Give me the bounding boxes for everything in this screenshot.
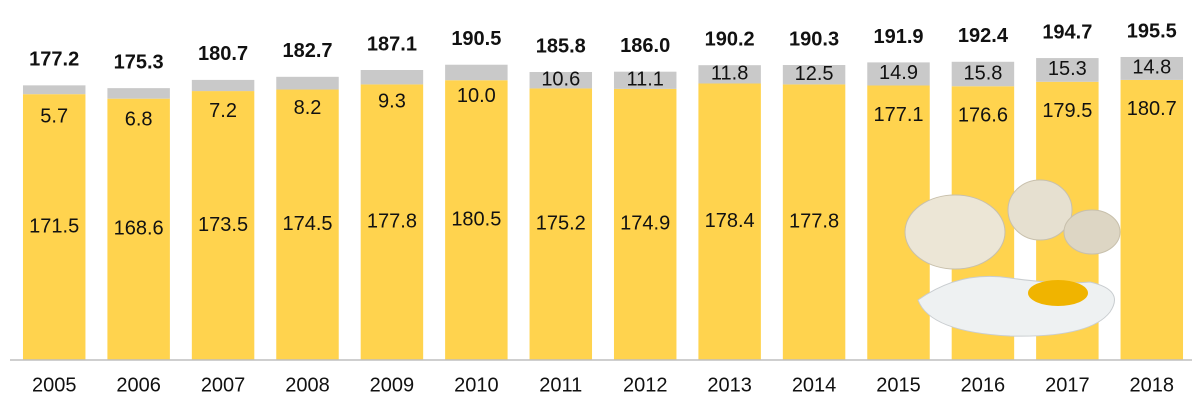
- value-label: 15.8: [963, 62, 1002, 84]
- value-label: 177.8: [367, 210, 417, 232]
- value-label: 12.5: [795, 63, 834, 85]
- chart: 171.5 5.7 177.2 2005 168.6 6.8 175.3 2006 173.5 7…: [0, 0, 1196, 401]
- value-label: 177.8: [789, 210, 839, 232]
- total-label: 190.2: [705, 28, 755, 50]
- total-label: 190.3: [789, 28, 839, 50]
- x-tick-label: 2018: [1130, 374, 1175, 396]
- value-label: 174.5: [282, 213, 332, 235]
- x-tick-label: 2010: [454, 374, 499, 396]
- value-label: 14.8: [1132, 57, 1171, 79]
- x-tick-label: 2009: [370, 374, 415, 396]
- value-label: 173.5: [198, 214, 248, 236]
- value-label: 168.6: [114, 218, 164, 240]
- bar-segment: [445, 65, 507, 81]
- value-label: 174.9: [620, 213, 670, 235]
- value-label: 171.5: [29, 215, 79, 237]
- egg-shell: [1064, 210, 1120, 254]
- value-label: 177.1: [873, 104, 923, 126]
- egg: [905, 195, 1005, 269]
- bar-segment: [192, 80, 254, 91]
- total-label: 190.5: [451, 28, 501, 50]
- total-label: 191.9: [873, 26, 923, 48]
- x-tick-label: 2015: [876, 374, 921, 396]
- total-label: 192.4: [958, 25, 1009, 47]
- bar-segment: [1121, 80, 1183, 360]
- x-tick-label: 2014: [792, 374, 837, 396]
- bar-segment: [107, 88, 169, 99]
- value-label: 179.5: [1042, 100, 1092, 122]
- x-tick-label: 2007: [201, 374, 246, 396]
- value-label: 9.3: [378, 90, 406, 112]
- total-label: 177.2: [29, 49, 79, 71]
- value-label: 10.0: [457, 85, 496, 107]
- fried-egg-white: [918, 276, 1115, 336]
- total-label: 182.7: [282, 40, 332, 62]
- x-tick-label: 2016: [961, 374, 1006, 396]
- x-tick-label: 2017: [1045, 374, 1090, 396]
- egg-shell: [1008, 180, 1072, 240]
- total-label: 195.5: [1127, 20, 1177, 42]
- total-label: 175.3: [114, 52, 164, 74]
- x-tick-label: 2006: [116, 374, 161, 396]
- bar-segment: [23, 85, 85, 94]
- x-tick-label: 2005: [32, 374, 77, 396]
- value-label: 176.6: [958, 105, 1008, 127]
- x-tick-label: 2008: [285, 374, 330, 396]
- value-label: 175.2: [536, 213, 586, 235]
- total-label: 187.1: [367, 33, 417, 55]
- value-label: 6.8: [125, 108, 153, 130]
- value-label: 15.3: [1048, 58, 1087, 80]
- value-label: 10.6: [541, 69, 580, 91]
- value-label: 180.7: [1127, 98, 1177, 120]
- bar-segment: [276, 77, 338, 90]
- total-label: 185.8: [536, 35, 586, 57]
- value-label: 5.7: [40, 106, 68, 128]
- x-tick-label: 2012: [623, 374, 668, 396]
- value-label: 178.4: [705, 210, 755, 232]
- value-label: 11.1: [626, 69, 663, 91]
- fried-egg-yolk: [1028, 280, 1088, 306]
- total-label: 194.7: [1042, 21, 1092, 43]
- value-label: 8.2: [294, 97, 322, 119]
- value-label: 14.9: [879, 62, 918, 84]
- total-label: 186.0: [620, 35, 670, 57]
- total-label: 180.7: [198, 43, 248, 65]
- x-tick-label: 2013: [707, 374, 752, 396]
- value-label: 11.8: [711, 63, 748, 85]
- x-tick-label: 2011: [539, 374, 582, 396]
- value-label: 180.5: [451, 208, 501, 230]
- bar-segment: [361, 70, 423, 84]
- value-label: 7.2: [209, 100, 237, 122]
